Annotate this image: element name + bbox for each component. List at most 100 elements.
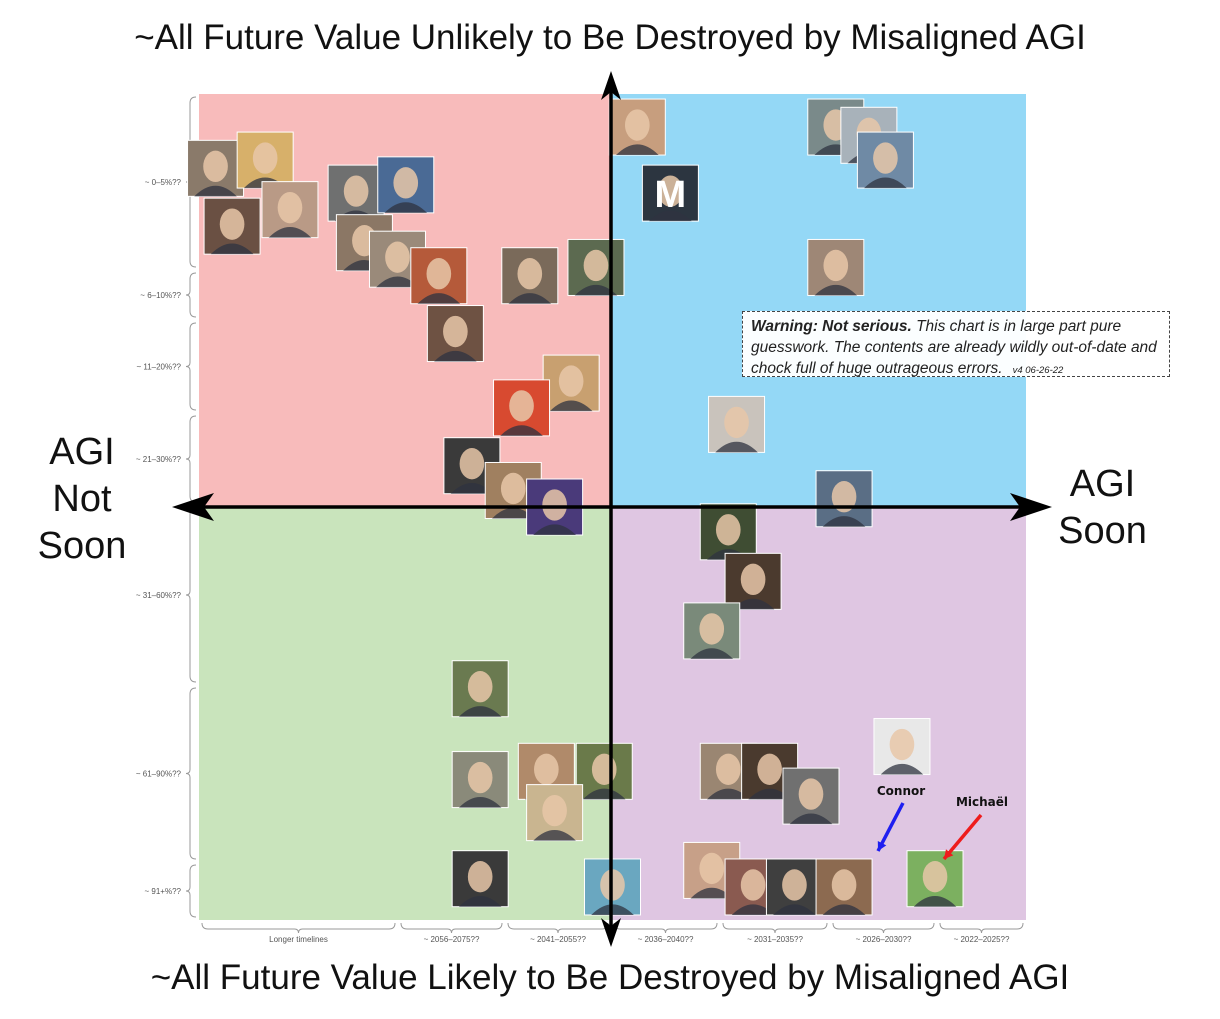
face-shape: [740, 869, 766, 901]
x-tick-label: ~ 2026–2030??: [856, 935, 912, 944]
face-shape: [509, 390, 534, 422]
shoulders-shape: [376, 276, 419, 288]
face-shape: [500, 472, 526, 505]
x-bracket: [722, 922, 828, 934]
shoulders-shape: [649, 210, 692, 222]
title-bottom: ~All Future Value Likely to Be Destroyed…: [150, 958, 1070, 997]
version-label: v4 06-26-22: [1012, 365, 1064, 376]
face-shape: [740, 563, 766, 596]
face-shape: [534, 753, 559, 785]
face-shape: [624, 109, 650, 141]
photo-marker: [236, 131, 294, 189]
face-shape: [699, 613, 725, 645]
shoulders-shape: [864, 177, 907, 189]
annotation-arrow: [942, 813, 983, 861]
shoulders-shape: [814, 284, 858, 296]
y-bracket: [185, 864, 197, 918]
y-bracket: [185, 96, 197, 268]
face-shape: [467, 861, 493, 893]
photo-marker: [327, 164, 385, 222]
face-shape: [798, 778, 824, 810]
photo-marker: [187, 139, 245, 197]
photo-marker: [451, 850, 509, 908]
quadrant-bottom-left: [199, 507, 611, 920]
shoulders-shape: [789, 813, 833, 825]
face-shape: [873, 142, 898, 174]
photo-marker: [501, 247, 559, 305]
x-axis-ticks: Longer timelines ~ 2056–2075?? ~ 2041–2055…: [201, 922, 1024, 944]
photo-letter: M: [655, 174, 687, 216]
quadrant-top-right: [611, 94, 1026, 507]
x-bracket: [507, 922, 609, 934]
face-shape: [426, 258, 452, 290]
shoulders-shape: [549, 400, 593, 412]
arrow-right: [1010, 493, 1052, 521]
shoulders-shape: [731, 598, 775, 610]
photo-marker: [203, 197, 261, 255]
shoulders-shape: [450, 483, 494, 494]
y-tick-label: ~ 31–60%??: [136, 591, 182, 600]
photo-marker: [451, 751, 509, 809]
y-tick-label: ~ 6–10%??: [140, 291, 181, 300]
annotation-label: Michaël: [956, 795, 1008, 809]
y-bracket: [185, 687, 197, 860]
face-shape: [467, 671, 493, 703]
shoulders-shape: [731, 904, 775, 915]
photo-marker: [906, 850, 964, 908]
photo-marker: [377, 156, 435, 214]
x-tick-label: ~ 2041–2055??: [530, 935, 586, 944]
y-tick-label: ~ 11–20%??: [136, 363, 181, 372]
shoulders-shape: [715, 441, 758, 453]
annotation-label: Connor: [877, 784, 925, 798]
shoulders-shape: [458, 896, 502, 907]
face-shape: [831, 481, 857, 513]
photo-marker: [410, 247, 468, 305]
photo-marker: [765, 858, 823, 916]
photo-marker: [608, 98, 666, 156]
y-tick-label: ~ 21–30%??: [136, 455, 182, 464]
arrow-up: [601, 71, 621, 100]
photo-marker: [873, 718, 931, 776]
x-tick-label: ~ 2056–2075??: [424, 935, 480, 944]
shoulders-shape: [822, 904, 866, 915]
x-bracket: [400, 922, 503, 934]
shoulders-shape: [434, 350, 477, 362]
shoulders-shape: [880, 763, 924, 775]
photo-marker: [567, 238, 625, 296]
y-bracket: [185, 272, 197, 318]
shoulders-shape: [773, 904, 816, 915]
face-shape: [658, 175, 683, 207]
face-shape: [558, 365, 584, 397]
shoulders-shape: [690, 887, 734, 899]
annotation-arrow: [876, 802, 905, 852]
x-tick-label: Longer timelines: [269, 935, 328, 944]
y-tick-label: ~ 91+%??: [145, 887, 182, 896]
label-agi-not-soon: AGI Not Soon: [37, 431, 127, 567]
shoulders-shape: [210, 243, 254, 255]
x-tick-label: ~ 2036–2040??: [638, 935, 694, 944]
photo-marker: [724, 552, 782, 610]
photo-marker: [451, 660, 509, 718]
warning-text: This chart is in large part pure guesswo…: [751, 318, 1157, 377]
face-shape: [889, 728, 915, 761]
face-shape: [203, 150, 228, 183]
warning-box: Warning: Not serious. This chart is in l…: [742, 311, 1170, 377]
y-tick-label: ~ 0–5%??: [145, 178, 182, 187]
face-shape: [385, 241, 410, 273]
face-shape: [715, 514, 741, 546]
photo-marker: [641, 164, 699, 222]
shoulders-shape: [574, 284, 618, 296]
face-shape: [517, 258, 543, 290]
shoulders-shape: [384, 202, 428, 213]
photo-marker: [526, 784, 584, 842]
photo-marker: [426, 305, 484, 363]
face-shape: [922, 861, 948, 893]
shoulders-shape: [491, 507, 535, 519]
photo-marker: [807, 238, 865, 296]
shoulders-shape: [582, 788, 626, 800]
face-shape: [252, 142, 278, 174]
face-shape: [591, 753, 617, 785]
face-shape: [467, 761, 493, 794]
face-shape: [823, 249, 849, 282]
y-bracket: [185, 507, 197, 683]
